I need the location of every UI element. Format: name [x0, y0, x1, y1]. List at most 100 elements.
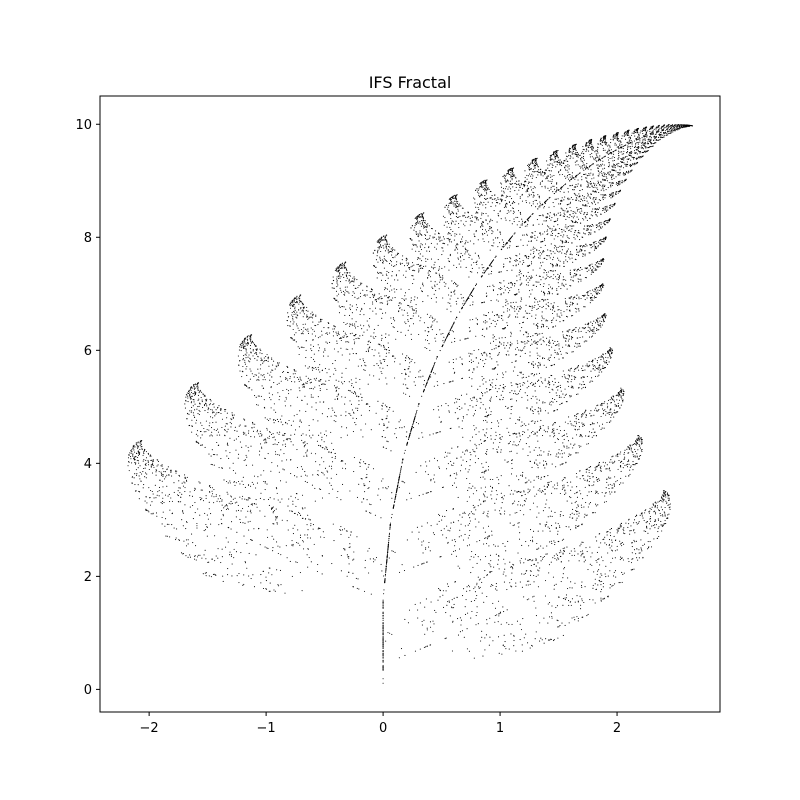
- data-point: [344, 468, 347, 470]
- data-point: [639, 552, 641, 554]
- data-point: [471, 291, 473, 293]
- data-point: [494, 621, 496, 623]
- data-point: [533, 449, 535, 451]
- data-point: [604, 361, 606, 363]
- data-point: [603, 241, 605, 243]
- data-point: [665, 500, 667, 502]
- data-point: [600, 289, 602, 291]
- data-point: [616, 172, 618, 174]
- data-point: [503, 558, 505, 560]
- data-point: [202, 573, 204, 575]
- data-point: [579, 200, 581, 203]
- data-point: [530, 398, 532, 400]
- data-point: [579, 595, 581, 597]
- data-point: [338, 305, 340, 307]
- data-point: [341, 264, 343, 266]
- data-point: [252, 349, 254, 351]
- data-point: [432, 366, 434, 368]
- data-point: [586, 270, 588, 273]
- data-point: [609, 461, 611, 463]
- data-point: [624, 131, 626, 133]
- data-point: [602, 187, 604, 189]
- data-point: [339, 529, 341, 531]
- data-point: [171, 512, 174, 514]
- data-point: [583, 195, 585, 198]
- data-point: [272, 550, 274, 552]
- data-point: [478, 349, 480, 351]
- data-point: [504, 188, 506, 190]
- data-point: [501, 239, 503, 241]
- data-point: [500, 507, 502, 509]
- data-point: [205, 400, 207, 402]
- data-point: [474, 554, 477, 556]
- data-point: [510, 333, 512, 335]
- data-point: [272, 419, 274, 421]
- data-point: [599, 317, 601, 319]
- data-point: [567, 178, 570, 180]
- data-point: [618, 459, 620, 462]
- data-point: [208, 407, 210, 409]
- data-point: [539, 364, 541, 366]
- data-point: [498, 345, 500, 347]
- data-point: [611, 585, 613, 587]
- data-point: [294, 309, 296, 311]
- data-point: [401, 564, 403, 566]
- data-point: [230, 418, 232, 420]
- data-point: [381, 408, 383, 410]
- data-point: [520, 184, 522, 186]
- data-point: [184, 491, 186, 493]
- data-point: [340, 276, 342, 278]
- data-point: [251, 481, 253, 483]
- data-point: [383, 589, 385, 591]
- data-point: [160, 473, 162, 475]
- data-point: [630, 155, 632, 157]
- data-point: [539, 206, 541, 208]
- data-point: [621, 398, 623, 400]
- data-point: [337, 331, 339, 333]
- data-point: [263, 499, 265, 501]
- data-point: [505, 195, 508, 197]
- data-point: [575, 509, 577, 512]
- data-point: [636, 441, 638, 443]
- data-point: [556, 288, 558, 290]
- data-point: [529, 383, 531, 385]
- data-point: [597, 289, 599, 291]
- data-point: [486, 321, 488, 323]
- data-point: [510, 198, 513, 200]
- data-point: [501, 502, 503, 504]
- data-point: [613, 401, 615, 403]
- data-point: [474, 462, 476, 464]
- data-point: [593, 200, 595, 202]
- data-point: [480, 401, 482, 403]
- data-point: [479, 204, 481, 206]
- data-point: [598, 463, 600, 465]
- data-point: [304, 480, 306, 482]
- data-point: [483, 314, 485, 316]
- data-point: [523, 491, 525, 493]
- data-point: [471, 258, 473, 260]
- data-point: [297, 327, 299, 329]
- data-point: [587, 145, 589, 147]
- data-point: [589, 156, 591, 158]
- data-point: [412, 243, 414, 245]
- data-point: [454, 412, 456, 414]
- data-point: [613, 166, 615, 168]
- data-point: [488, 535, 490, 537]
- data-point: [184, 482, 186, 484]
- data-point: [528, 164, 530, 167]
- data-point: [418, 257, 420, 259]
- data-point: [391, 299, 393, 301]
- data-point: [607, 150, 609, 152]
- data-point: [492, 319, 494, 321]
- data-point: [567, 241, 569, 243]
- data-point: [341, 372, 343, 374]
- data-point: [212, 422, 214, 424]
- data-point: [541, 332, 543, 334]
- data-point: [551, 287, 553, 289]
- data-point: [178, 539, 180, 541]
- data-point: [586, 245, 588, 247]
- data-point: [301, 507, 303, 509]
- data-point: [443, 383, 445, 385]
- data-point: [270, 433, 273, 436]
- data-point: [276, 541, 278, 543]
